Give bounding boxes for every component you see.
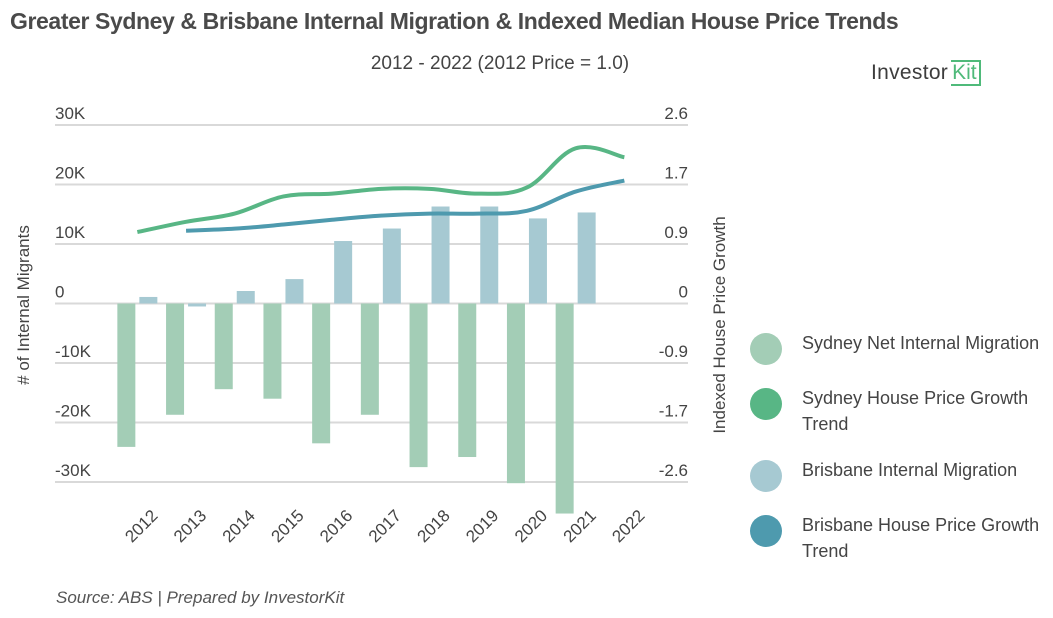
legend-label: Sydney Net Internal Migration (802, 333, 1040, 353)
y2-tick-label: -2.6 (659, 461, 688, 480)
logo-kit-mark: Kit (951, 60, 981, 86)
legend-label: Sydney House Price Growth Trend (802, 388, 1029, 434)
sydney-migration-bar[interactable] (555, 303, 574, 514)
brisbane-migration-bar[interactable] (334, 241, 353, 304)
legend-label: Brisbane House Price Growth Trend (802, 515, 1040, 561)
y-tick-label: -30K (55, 461, 92, 480)
sydney-price-line[interactable] (136, 145, 625, 235)
y-tick-label: 20K (55, 164, 86, 183)
y-tick-label: -10K (55, 342, 92, 361)
y2-tick-label: -0.9 (659, 342, 688, 361)
sydney-migration-bar[interactable] (506, 303, 525, 484)
brisbane-migration-bar[interactable] (285, 279, 304, 304)
brisbane-migration-bar[interactable] (382, 228, 401, 304)
legend-swatch-sydney-price (750, 388, 782, 420)
brisbane-migration-bar[interactable] (236, 291, 255, 304)
legend-item[interactable]: Sydney House Price Growth Trend (750, 385, 1042, 437)
sydney-migration-bar[interactable] (166, 303, 185, 415)
legend-item[interactable]: Sydney Net Internal Migration (750, 330, 1042, 365)
sydney-migration-bar[interactable] (458, 303, 477, 458)
left-axis-ticks: 30K 20K 10K 0 -10K -20K -30K (55, 104, 92, 480)
y-tick-label: 10K (55, 223, 86, 242)
x-tick-label: 2012 (121, 506, 161, 546)
legend-swatch-brisbane-migration (750, 460, 782, 492)
x-tick-label: 2020 (511, 506, 551, 546)
legend-swatch-brisbane-price (750, 515, 782, 547)
sydney-migration-bar[interactable] (360, 303, 379, 415)
x-tick-label: 2017 (365, 506, 405, 546)
brisbane-migration-bar[interactable] (480, 206, 499, 304)
brisbane-migration-bar[interactable] (139, 296, 158, 304)
sydney-migration-bar[interactable] (312, 303, 331, 444)
x-tick-label: 2013 (170, 506, 210, 546)
sydney-migration-bar[interactable] (263, 303, 282, 399)
x-tick-label: 2014 (219, 506, 259, 546)
investorkit-logo: Investor Kit (871, 59, 981, 87)
chart-subtitle: 2012 - 2022 (2012 Price = 1.0) (370, 53, 630, 74)
y2-tick-label: 1.7 (664, 164, 688, 183)
brisbane-migration-bar[interactable] (431, 206, 450, 304)
brisbane-migration-bar[interactable] (528, 218, 547, 304)
x-tick-label: 2022 (608, 506, 648, 546)
legend-item[interactable]: Brisbane Internal Migration (750, 457, 1042, 492)
lines (136, 145, 625, 235)
brisbane-migration-bar[interactable] (577, 212, 596, 304)
logo-text: Investor (871, 61, 949, 84)
legend-item[interactable]: Brisbane House Price Growth Trend (750, 512, 1042, 564)
brisbane-migration-bar[interactable] (188, 303, 207, 307)
y2-tick-label: 0 (679, 283, 688, 302)
y-axis-title: # of Internal Migrants (14, 225, 33, 385)
sydney-migration-bar[interactable] (409, 303, 428, 468)
y2-tick-label: 2.6 (664, 104, 688, 123)
x-tick-label: 2018 (414, 506, 454, 546)
legend-swatch-sydney-migration (750, 333, 782, 365)
legend-label: Brisbane Internal Migration (802, 460, 1018, 480)
y2-tick-label: 0.9 (664, 223, 688, 242)
sydney-migration-bar[interactable] (214, 303, 233, 390)
sydney-migration-bar[interactable] (117, 303, 136, 447)
y-tick-label: -20K (55, 402, 92, 421)
brisbane-price-line[interactable] (185, 178, 625, 233)
bars (117, 206, 596, 514)
right-axis-ticks: 2.6 1.7 0.9 0 -0.9 -1.7 -2.6 (659, 104, 688, 480)
x-tick-label: 2019 (462, 506, 502, 546)
x-tick-label: 2016 (316, 506, 356, 546)
source-note: Source: ABS | Prepared by InvestorKit (56, 588, 345, 607)
y-tick-label: 30K (55, 104, 86, 123)
x-tick-label: 2015 (267, 506, 307, 546)
y-tick-label: 0 (55, 283, 64, 302)
legend: Sydney Net Internal Migration Sydney Hou… (750, 330, 1042, 584)
y2-axis-title: Indexed House Price Growth (710, 216, 729, 433)
y2-tick-label: -1.7 (659, 402, 688, 421)
chart-title: Greater Sydney & Brisbane Internal Migra… (10, 8, 899, 34)
